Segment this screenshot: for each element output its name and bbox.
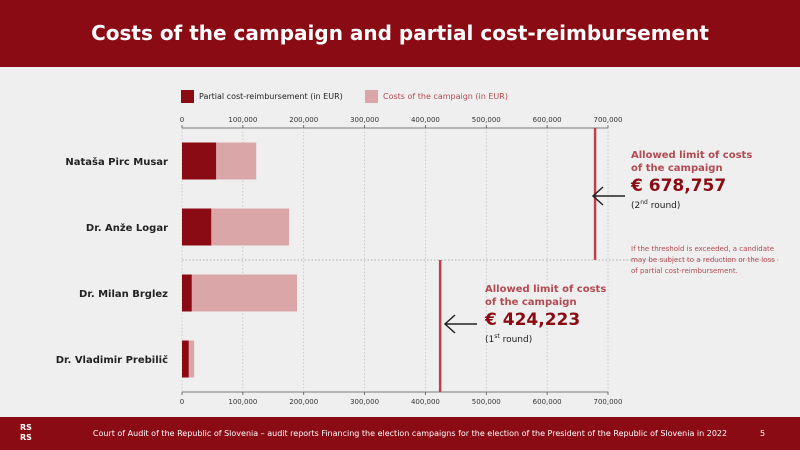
x-tick-label-top: 200,000 [289,116,318,124]
x-tick-label-top: 500,000 [472,116,501,124]
category-label: Nataša Pirc Musar [65,156,168,168]
limit-2nd-heading-2: of the campaign [631,163,723,174]
legend-swatch-costs [365,90,378,103]
limit-1st-round: Allowed limit of costs of the campaign €… [485,283,606,346]
x-tick-label-bottom: 200,000 [289,398,318,406]
limit-1st-round-label: (1st round) [485,333,533,345]
x-tick-label-bottom: 500,000 [472,398,501,406]
x-tick-label-bottom: 600,000 [533,398,562,406]
x-tick-label-top: 100,000 [228,116,257,124]
x-tick-label-bottom: 400,000 [411,398,440,406]
category-label: Dr. Vladimir Prebilič [56,354,168,366]
limit-2nd-amount: € 678,757 [631,176,727,196]
footer-text: Court of Audit of the Republic of Sloven… [92,429,728,438]
footer-bar: RS RS Court of Audit of the Republic of … [0,417,800,450]
category-label: Dr. Anže Logar [86,222,168,234]
limit-1st-heading-1: Allowed limit of costs [485,284,607,295]
legend-swatch-reimbursement [181,90,194,103]
court-of-audit-logo: RS RS [20,423,32,442]
bar-reimbursement [182,208,212,246]
bar-reimbursement [182,142,217,180]
x-tick-label-top: 600,000 [533,116,562,124]
threshold-note: If the threshold is exceeded, a candidat… [631,245,775,275]
x-tick-label-bottom: 300,000 [350,398,379,406]
header-bar [0,0,800,67]
arrow-left-icon [443,314,477,334]
page-title: Costs of the campaign and partial cost-r… [91,21,709,45]
limit-2nd-round-label: (2nd round) [631,199,681,211]
bar-reimbursement [182,274,192,312]
page-number: 5 [760,429,766,438]
x-tick-label-bottom: 100,000 [228,398,257,406]
limit-1st-amount: € 424,223 [485,310,581,330]
x-tick-label-bottom: 0 [180,398,184,406]
x-tick-label-bottom: 700,000 [594,398,623,406]
bar-costs [182,274,298,312]
legend-label-reimbursement: Partial cost-reimbursement (in EUR) [199,92,343,101]
x-tick-label-top: 300,000 [350,116,379,124]
bar-reimbursement [182,340,189,378]
limit-2nd-round: Allowed limit of costs of the campaign €… [631,149,752,212]
limit-1st-heading-2: of the campaign [485,297,577,308]
legend-label-costs: Costs of the campaign (in EUR) [383,92,508,101]
x-tick-label-top: 0 [180,116,184,124]
arrow-left-icon [591,186,625,206]
limit-2nd-heading-1: Allowed limit of costs [631,150,753,161]
category-label: Dr. Milan Brglez [79,289,168,300]
x-tick-label-top: 700,000 [594,116,623,124]
x-tick-label-top: 400,000 [411,116,440,124]
